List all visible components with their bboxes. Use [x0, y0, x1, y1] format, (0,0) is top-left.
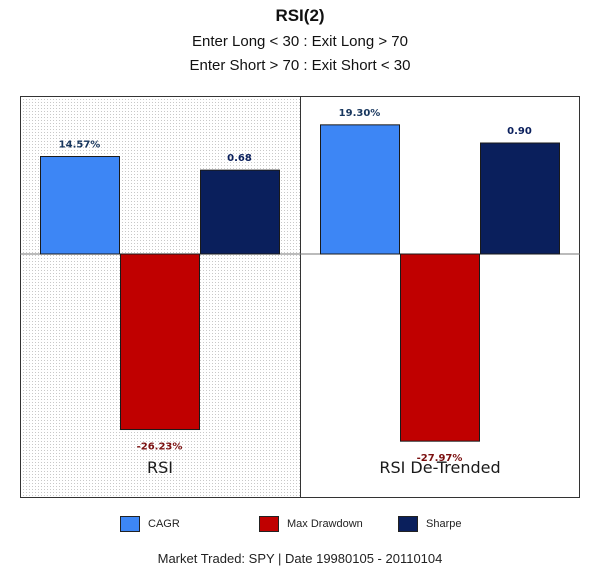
category-label-rsi: RSI: [147, 458, 173, 477]
category-label-rsi-de-trended: RSI De-Trended: [379, 458, 500, 477]
chart-subtitle-entry-short: Enter Short > 70 : Exit Short < 30: [189, 57, 411, 74]
legend-label-sharpe: Sharpe: [426, 518, 462, 530]
bar-cagr-rsi: [40, 156, 120, 255]
data-label-cagr-rsi: 14.57%: [59, 140, 101, 151]
bar-chart-plot: 14.57% -26.23% 0.68 RSI 19.30% -27.97% 0.90 RSI…: [20, 96, 580, 498]
legend-swatch-max-drawdown: [259, 516, 279, 532]
data-label-max-drawdown-rsi: -26.23%: [137, 442, 183, 453]
bar-cagr-rsi-de-trended: [320, 124, 400, 255]
bar-sharpe-rsi-de-trended: [480, 142, 560, 255]
legend-swatch-sharpe: [398, 516, 418, 532]
legend-label-max-drawdown: Max Drawdown: [287, 518, 363, 530]
market-traded-footer: Market Traded: SPY | Date 19980105 - 201…: [157, 551, 443, 566]
data-label-sharpe-rsi: 0.68: [227, 153, 252, 164]
data-label-max-drawdown-rsi-de-trended: -27.97%: [417, 453, 463, 464]
legend-item-max-drawdown: Max Drawdown: [259, 514, 363, 534]
chart-subtitle-entry-long: Enter Long < 30 : Exit Long > 70: [192, 33, 408, 50]
data-label-sharpe-rsi-de-trended: 0.90: [507, 126, 532, 137]
legend-item-cagr: CAGR: [120, 514, 180, 534]
bar-sharpe-rsi: [200, 169, 280, 255]
legend-label-cagr: CAGR: [148, 518, 180, 530]
bar-max-drawdown-rsi: [120, 253, 200, 431]
legend-swatch-cagr: [120, 516, 140, 532]
data-label-cagr-rsi-de-trended: 19.30%: [339, 108, 381, 119]
bar-max-drawdown-rsi-de-trended: [400, 253, 480, 442]
legend-item-sharpe: Sharpe: [398, 514, 461, 534]
chart-title: RSI(2): [275, 6, 325, 25]
